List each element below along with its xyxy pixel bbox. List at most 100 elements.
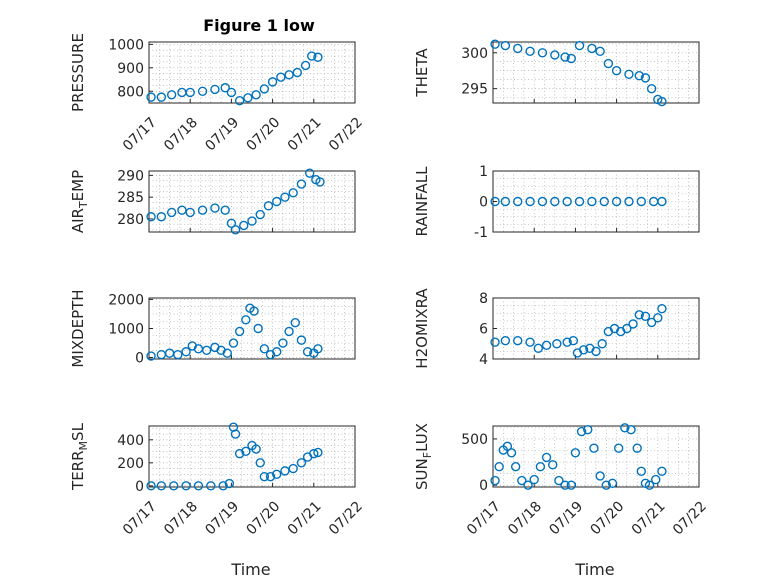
data-point	[197, 205, 208, 215]
y-tick-label: 500	[461, 432, 488, 448]
data-point	[541, 340, 552, 350]
data-point	[611, 196, 622, 207]
data-point	[156, 481, 167, 491]
data-point	[574, 196, 585, 207]
data-point	[251, 444, 261, 454]
data-point	[589, 443, 599, 453]
data-point	[574, 40, 585, 51]
x-tick-label: 07/19	[202, 499, 242, 539]
data-point	[657, 303, 667, 314]
data-point	[166, 207, 177, 218]
data-point	[562, 337, 572, 347]
x-tick-label: 07/17	[120, 115, 160, 155]
data-point	[226, 87, 237, 98]
data-point	[181, 347, 191, 357]
data-point	[500, 40, 511, 51]
subplot-air-temp: 280 285 290 AIRTEMP	[69, 168, 356, 235]
data-point	[550, 196, 560, 207]
data-point	[234, 326, 245, 337]
y-tick-label: 300	[461, 46, 488, 62]
data-point	[591, 346, 601, 357]
data-point	[517, 475, 527, 486]
data-point	[651, 474, 661, 485]
y-tick-label: 1000	[108, 322, 144, 338]
data-point	[228, 338, 239, 348]
data-point	[284, 326, 294, 337]
subplot-terr-msl: 0 200 400 07/17 07/18 07/19 07/20 07/21 07/22 TER…	[69, 422, 366, 538]
data-point	[632, 443, 642, 453]
data-point	[640, 311, 651, 321]
data-point	[560, 480, 570, 490]
x-tick-label: 07/18	[161, 115, 201, 155]
data-point	[181, 481, 191, 491]
data-point	[636, 196, 647, 207]
y-tick-label: 285	[117, 190, 144, 206]
data-point	[548, 460, 558, 470]
data-point	[613, 443, 624, 453]
data-point	[230, 225, 241, 235]
data-point	[288, 463, 298, 474]
data-point	[146, 92, 156, 102]
data-point	[599, 196, 609, 207]
data-point	[263, 201, 274, 211]
data-point	[537, 196, 548, 207]
y-tick-label: 0	[479, 195, 488, 211]
data-point	[568, 336, 579, 346]
data-point	[490, 337, 500, 347]
y-tick-label: 1	[479, 164, 488, 180]
data-point	[576, 426, 587, 437]
data-point	[296, 179, 307, 189]
x-tick-label: 07/19	[546, 499, 586, 539]
figure-title: Figure 1 low	[203, 16, 315, 35]
data-point	[255, 458, 265, 468]
subplot-h2omixra: 4 6 8 H2OMIXRA	[413, 288, 700, 369]
data-point	[259, 84, 270, 94]
y-tick-label: 0	[135, 351, 144, 367]
data-point	[241, 446, 251, 457]
data-point	[578, 345, 589, 355]
data-point	[611, 66, 622, 76]
subplot-theta: 295 300 THETA	[413, 39, 700, 107]
data-point	[657, 96, 667, 107]
subplot-pressure: 800 900 1000 07/17 07/18 07/19 07/20 07/21 07/22…	[69, 33, 366, 154]
data-point	[173, 349, 183, 360]
data-point	[626, 424, 636, 435]
data-point	[265, 471, 276, 482]
y-tick-label: 0	[135, 479, 144, 495]
x-tick-label: 07/17	[120, 499, 160, 539]
data-point	[513, 43, 523, 54]
data-point	[587, 43, 597, 54]
data-point	[490, 39, 500, 49]
data-point	[272, 196, 282, 207]
data-point	[566, 480, 576, 490]
data-point	[529, 474, 539, 485]
data-point	[513, 196, 523, 207]
data-point	[620, 423, 630, 433]
data-point	[601, 480, 611, 490]
data-point	[307, 51, 317, 61]
y-tick-label: 800	[117, 84, 144, 100]
data-point	[166, 90, 177, 100]
subplot-mixdepth: 0 1000 2000 MIXDEPTH	[69, 289, 356, 368]
data-point	[193, 481, 204, 491]
data-point	[224, 478, 235, 489]
data-point	[628, 319, 638, 329]
data-point	[607, 478, 618, 489]
data-point	[226, 218, 237, 228]
data-point	[177, 205, 187, 215]
y-tick-label: 280	[117, 212, 144, 228]
y-tick-label: 900	[117, 61, 144, 77]
data-point	[220, 205, 230, 215]
data-point	[278, 338, 288, 348]
data-point	[587, 196, 597, 207]
data-point	[276, 72, 286, 82]
data-point	[494, 461, 504, 472]
data-point	[267, 77, 278, 87]
data-point	[197, 86, 208, 96]
x-tick-label: 07/22	[670, 499, 710, 539]
data-point	[222, 348, 232, 358]
data-point	[554, 475, 564, 486]
data-point	[595, 471, 605, 481]
data-point	[206, 481, 216, 491]
